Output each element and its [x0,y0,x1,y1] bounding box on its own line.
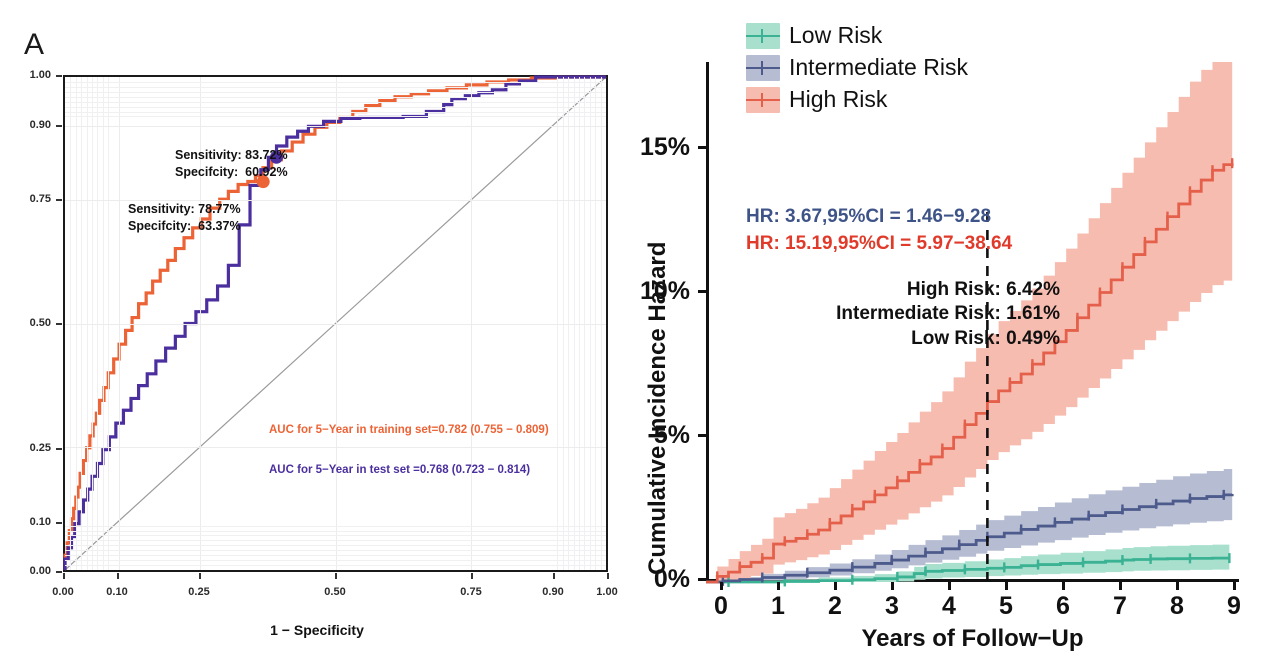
panel-b-xtick-8: 8 [1170,592,1184,620]
panel-a-ytick-6: 1.00 [29,69,51,81]
operating-point-training [256,175,270,189]
censor-ticks-intermediate-risk [721,489,1225,586]
annotation-auc-training: AUC for 5−Year in training set=0.782 (0.… [269,424,549,436]
panel-b-y-axis-label: Cumulative Incidence Hazard [644,241,671,575]
panel-a-ytick-3: 0.50 [29,317,51,329]
panel-b-xtick-2: 2 [828,592,842,620]
panel-a-ytick-1: 0.10 [29,516,51,528]
annotation-test-operating-point: Sensitivity: 83.72% Specifcity: 60.92% [175,148,288,179]
ci-band-intermediate-risk [706,467,1233,582]
legend-item-low-risk[interactable]: Low Risk [746,20,968,51]
panel-b-legend: Low Risk Intermediate Risk High Risk [746,20,968,115]
panel-b-xtick-9: 9 [1227,592,1241,620]
panel-b-xtick-6: 6 [1056,592,1070,620]
panel-a-x-axis-label: 1 − Specificity [270,622,364,638]
panel-a-plot-area: Sensitivity: 83.72% Specifcity: 60.92% S… [63,75,608,572]
confidence-bands-group [706,62,1233,582]
panel-a-xtick-4: 0.75 [460,586,482,598]
annotation-auc-test: AUC for 5−Year in test set =0.768 (0.723… [269,464,531,476]
annotation-hr-intermediate: HR: 3.67,95%CI = 1.46−9.28 [746,206,992,227]
ci-band-high-risk [706,62,1233,582]
panel-b-xtick-0: 0 [714,592,728,620]
panel-b-xtick-4: 4 [942,592,956,620]
panel-a-ytick-5: 0.90 [29,119,51,131]
incidence-line-high-risk [706,163,1234,584]
legend-label-high-risk: High Risk [789,86,888,112]
panel-a-ytick-2: 0.25 [29,442,51,454]
annotation-hr-high: HR: 15.19,95%CI = 5.97−38.64 [746,233,1013,254]
panel-a-roc: A [0,0,634,659]
panel-b-xtick-5: 5 [999,592,1013,620]
annotation-training-operating-point: Sensitivity: 78.77% Specifcity: 63.37% [128,202,241,233]
legend-swatch-low-risk [746,22,780,49]
panel-b-xtick-1: 1 [771,592,785,620]
panel-b-x-axis-line [706,579,1239,582]
legend-label-intermediate-risk: Intermediate Risk [789,54,968,80]
censor-ticks-high-risk [716,158,1234,582]
cumulative-incidence-svg [706,62,1234,587]
panel-a-xtick-0: 0.00 [52,586,74,598]
panel-b-ytick-1: 5% [653,421,690,449]
panel-b-cumulative-incidence: B Low Risk [634,0,1269,659]
panel-b-y-axis-line [706,62,709,582]
panel-b-xtick-7: 7 [1113,592,1127,620]
legend-item-high-risk[interactable]: High Risk [746,84,968,115]
annotation-five-year-risk-values: High Risk: 6.42% Intermediate Risk: 1.61… [836,279,1060,349]
panel-a-xtick-5: 0.90 [542,586,564,598]
panel-b-plot-area [706,62,1235,587]
ci-band-low-risk [706,544,1230,582]
panel-b-ytick-0: 0% [653,565,690,593]
panel-a-xtick-2: 0.25 [188,586,210,598]
panel-a-ytick-0: 0.00 [29,565,51,577]
legend-swatch-high-risk [746,86,780,113]
panel-b-xtick-3: 3 [885,592,899,620]
panel-b-ytick-3: 15% [639,133,690,161]
panel-a-xtick-1: 0.10 [106,586,128,598]
panel-b-ytick-2: 10% [639,277,690,305]
panel-b-x-axis-label: Years of Follow−Up [861,625,1084,652]
panel-a-xtick-3: 0.50 [324,586,346,598]
panel-a-ytick-4: 0.75 [29,193,51,205]
operating-point-test [269,150,283,164]
legend-item-intermediate-risk[interactable]: Intermediate Risk [746,52,968,83]
legend-label-low-risk: Low Risk [789,22,883,48]
panel-a-xtick-6: 1.00 [596,586,618,598]
panel-a-letter: A [24,28,45,61]
legend-swatch-intermediate-risk [746,54,780,81]
